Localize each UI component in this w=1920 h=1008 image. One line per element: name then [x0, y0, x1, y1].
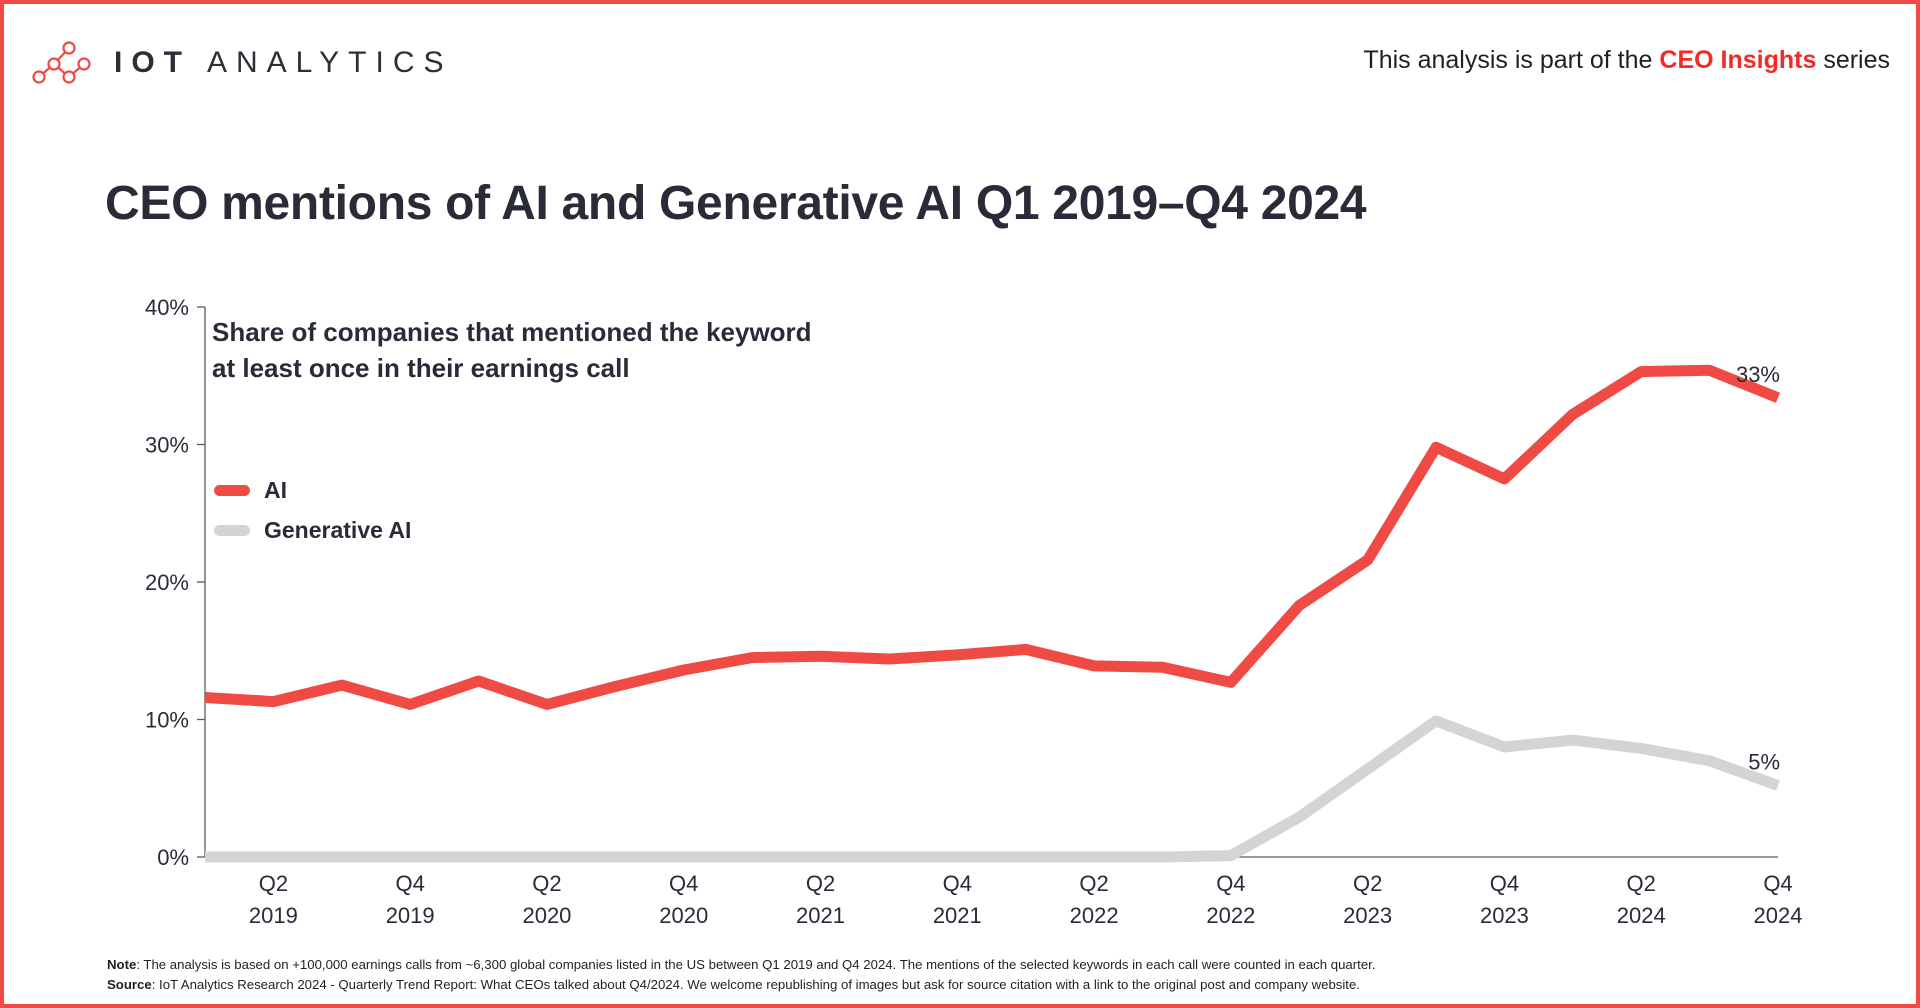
- y-tick-label: 40%: [145, 295, 189, 320]
- footnote: Note: The analysis is based on +100,000 …: [107, 955, 1376, 995]
- end-label-ai: 33%: [1736, 362, 1780, 387]
- x-tick-label-quarter: Q2: [1079, 871, 1108, 896]
- end-label-generative-ai: 5%: [1748, 750, 1780, 775]
- x-tick-label-year: 2023: [1480, 903, 1529, 928]
- legend-swatch-generative-ai: [214, 524, 250, 536]
- chart-title: CEO mentions of AI and Generative AI Q1 …: [105, 177, 1367, 230]
- x-tick-label-quarter: Q2: [1353, 871, 1382, 896]
- x-tick-label-quarter: Q2: [259, 871, 288, 896]
- logo-secondary: ANALYTICS: [207, 46, 453, 79]
- series-prefix: This analysis is part of the: [1363, 46, 1653, 74]
- x-tick-label-year: 2020: [659, 903, 708, 928]
- chart-subtitle: Share of companies that mentioned the ke…: [212, 314, 812, 386]
- y-tick-label: 20%: [145, 570, 189, 595]
- x-tick-label-quarter: Q4: [943, 871, 972, 896]
- note-label: Note: [107, 957, 137, 972]
- subtitle-line-2: at least once in their earnings call: [212, 353, 630, 383]
- legend-swatch-ai: [214, 484, 250, 496]
- series-note: This analysis is part of the CEO Insight…: [1363, 46, 1890, 75]
- x-tick-label-year: 2020: [522, 903, 571, 928]
- network-nodes-icon: [32, 41, 91, 84]
- x-tick-label-year: 2021: [933, 903, 982, 928]
- legend-label-generative-ai: Generative AI: [264, 516, 412, 543]
- series-highlight: CEO Insights: [1659, 46, 1817, 74]
- x-tick-label-year: 2023: [1343, 903, 1392, 928]
- legend-item-generative-ai: Generative AI: [214, 510, 411, 550]
- x-tick-label-year: 2019: [386, 903, 435, 928]
- x-tick-label-quarter: Q2: [532, 871, 561, 896]
- x-tick-label-year: 2022: [1070, 903, 1119, 928]
- legend-label-ai: AI: [264, 476, 287, 503]
- x-tick-label-year: 2024: [1754, 903, 1803, 928]
- x-tick-label-quarter: Q2: [1627, 871, 1656, 896]
- source-text: : IoT Analytics Research 2024 - Quarterl…: [151, 977, 1360, 992]
- footnote-source: Source: IoT Analytics Research 2024 - Qu…: [107, 975, 1376, 995]
- x-tick-label-quarter: Q2: [806, 871, 835, 896]
- x-tick-label-quarter: Q4: [1763, 871, 1792, 896]
- logo-wordmark: IOT ANALYTICS: [114, 46, 453, 80]
- logo-primary: IOT: [114, 46, 191, 79]
- footnote-note: Note: The analysis is based on +100,000 …: [107, 955, 1376, 975]
- subtitle-line-1: Share of companies that mentioned the ke…: [212, 317, 812, 347]
- x-tick-label-year: 2024: [1617, 903, 1666, 928]
- note-text: : The analysis is based on +100,000 earn…: [136, 957, 1376, 972]
- source-label: Source: [107, 977, 152, 992]
- legend-item-ai: AI: [214, 470, 411, 510]
- x-tick-label-year: 2019: [249, 903, 298, 928]
- x-tick-label-quarter: Q4: [1490, 871, 1519, 896]
- series-line-ai: [204, 364, 1781, 710]
- y-tick-label: 30%: [145, 433, 189, 458]
- chart-legend: AI Generative AI: [214, 470, 411, 550]
- x-tick-label-quarter: Q4: [395, 871, 424, 896]
- x-tick-label-year: 2022: [1206, 903, 1255, 928]
- x-tick-label-quarter: Q4: [669, 871, 698, 896]
- x-tick-label-quarter: Q4: [1216, 871, 1245, 896]
- y-tick-label: 0%: [157, 845, 189, 870]
- series-suffix: series: [1823, 46, 1890, 74]
- iot-analytics-logo: IOT ANALYTICS: [30, 40, 453, 86]
- x-tick-label-year: 2021: [796, 903, 845, 928]
- y-tick-label: 10%: [145, 708, 189, 733]
- series-line-generative-ai: [205, 715, 1780, 863]
